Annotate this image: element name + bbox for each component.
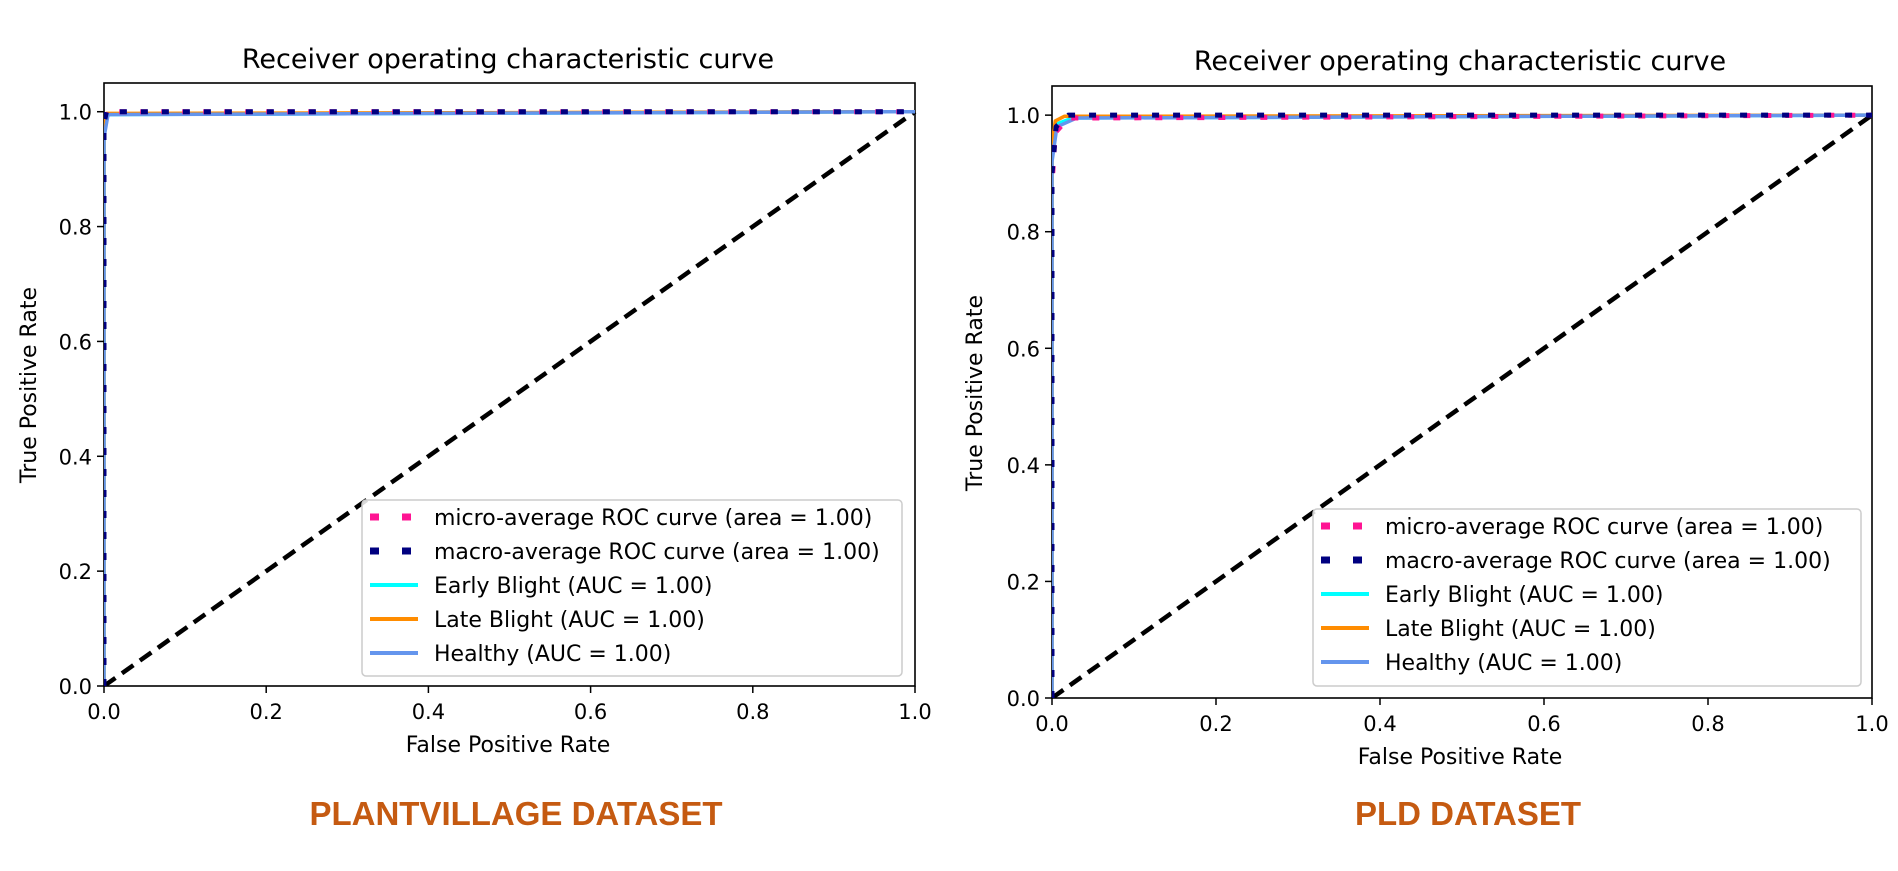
y-tick-label: 0.4 [59, 445, 92, 469]
series-group [1052, 112, 1874, 698]
legend-label-5: Healthy (AUC = 1.00) [1385, 651, 1622, 676]
chart-title: Receiver operating characteristic curve [1194, 46, 1726, 77]
y-tick-label: 0.6 [59, 330, 92, 354]
legend-label-1: micro-average ROC curve (area = 1.00) [434, 506, 872, 531]
legend-frame [1312, 508, 1862, 687]
dataset-caption: PLD DATASET [1355, 795, 1581, 832]
x-tick-label: 0.2 [1199, 712, 1232, 736]
y-tick-label: 0.4 [1007, 454, 1040, 478]
y-axis-label: True Positive Rate [17, 287, 42, 484]
x-tick-label: 0.6 [574, 700, 607, 724]
y-tick-label: 1.0 [59, 101, 92, 125]
legend-label-4: Late Blight (AUC = 1.00) [1385, 617, 1656, 642]
legend-label-4: Late Blight (AUC = 1.00) [434, 608, 705, 633]
y-tick-label: 0.0 [59, 675, 92, 699]
roc-panel-plantvillage: Receiver operating characteristic curve … [17, 44, 932, 832]
chance-diagonal-line [104, 109, 917, 686]
dataset-caption: PLANTVILLAGE DATASET [309, 795, 722, 832]
y-tick-label: 0.8 [59, 216, 92, 240]
x-tick-label: 0.8 [1691, 712, 1724, 736]
legend-frame [361, 499, 903, 677]
legend-label-5: Healthy (AUC = 1.00) [434, 642, 671, 667]
x-tick-label: 0.2 [249, 700, 282, 724]
x-axis-label: False Positive Rate [406, 733, 610, 758]
y-tick-label: 0.2 [1007, 570, 1040, 594]
legend-label-3: Early Blight (AUC = 1.00) [1385, 583, 1663, 608]
roc-panel-pld: Receiver operating characteristic curve … [963, 46, 1889, 832]
y-axis-label: True Positive Rate [963, 295, 988, 492]
x-tick-label: 0.0 [87, 700, 120, 724]
legend-label-3: Early Blight (AUC = 1.00) [434, 574, 712, 599]
y-tick-label: 0.2 [59, 560, 92, 584]
x-tick-label: 1.0 [898, 700, 931, 724]
legend: micro-average ROC curve (area = 1.00) mac… [1312, 508, 1862, 687]
series-group [104, 109, 917, 686]
x-tick-label: 0.0 [1035, 712, 1068, 736]
x-tick-label: 1.0 [1855, 712, 1888, 736]
chance-diagonal-line [1052, 113, 1874, 698]
y-tick-label: 0.8 [1007, 221, 1040, 245]
series-line-2 [104, 109, 915, 686]
chart-title: Receiver operating characteristic curve [242, 44, 774, 75]
x-tick-label: 0.6 [1527, 712, 1560, 736]
legend-label-1: micro-average ROC curve (area = 1.00) [1385, 515, 1823, 540]
series-line-2 [1052, 112, 1872, 698]
y-tick-label: 1.0 [1007, 104, 1040, 128]
x-tick-label: 0.8 [736, 700, 769, 724]
x-tick-label: 0.4 [1363, 712, 1396, 736]
legend: micro-average ROC curve (area = 1.00) mac… [361, 499, 903, 677]
x-tick-label: 0.4 [412, 700, 445, 724]
y-tick-label: 0.0 [1007, 687, 1040, 711]
legend-label-2: macro-average ROC curve (area = 1.00) [1385, 549, 1831, 574]
legend-label-2: macro-average ROC curve (area = 1.00) [434, 540, 880, 565]
y-tick-label: 0.6 [1007, 337, 1040, 361]
series-line-5 [104, 109, 916, 686]
x-axis-label: False Positive Rate [1358, 745, 1562, 770]
